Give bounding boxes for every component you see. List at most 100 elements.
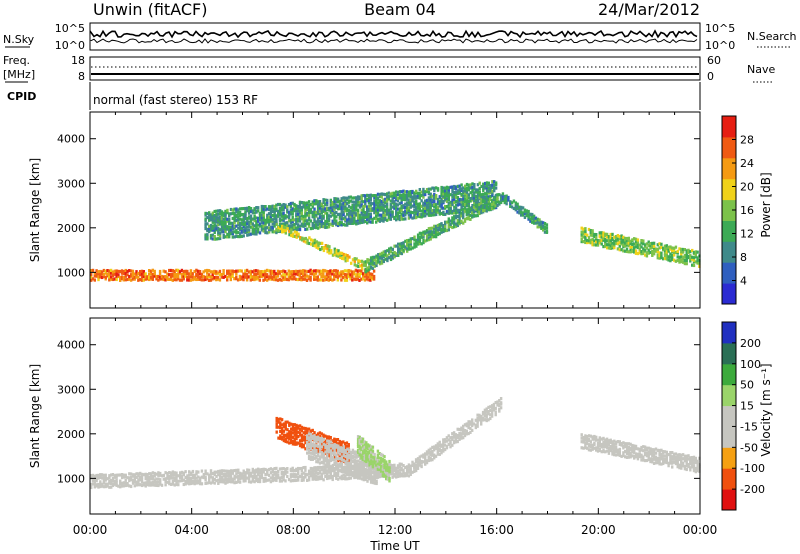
echo-cell (373, 475, 377, 480)
echo-cell (351, 278, 354, 282)
echo-cell (108, 485, 111, 489)
echo-cell (124, 478, 127, 482)
echo-cell (315, 243, 318, 247)
echo-cell (691, 463, 694, 467)
echo-cell (387, 208, 391, 212)
echo-cell (220, 228, 224, 232)
echo-cell (229, 221, 233, 225)
echo-cell (280, 204, 284, 208)
echo-cell (368, 477, 371, 481)
echo-cell (169, 473, 173, 477)
echo-cell (333, 452, 336, 457)
echo-cell (480, 419, 483, 423)
echo-cell (509, 204, 512, 208)
echo-cell (188, 479, 191, 483)
echo-cell (329, 222, 333, 226)
echo-cell (249, 221, 253, 225)
echo-cell (424, 459, 427, 463)
echo-cell (360, 440, 363, 444)
echo-cell (347, 204, 351, 208)
echo-cell (335, 454, 338, 458)
echo-cell (489, 208, 492, 212)
echo-cell (335, 251, 338, 255)
echo-cell (627, 452, 631, 456)
echo-cell (420, 199, 423, 203)
echo-cell (331, 253, 335, 257)
echo-cell (140, 278, 144, 282)
echo-cell (371, 272, 374, 276)
echo-cell (306, 213, 309, 217)
echo-cell (651, 452, 654, 456)
echo-cell (220, 219, 224, 223)
echo-cell (264, 221, 267, 225)
echo-cell (222, 272, 225, 276)
echo-cell (133, 478, 137, 482)
echo-cell (474, 203, 478, 207)
echo-cell (279, 434, 282, 438)
echo-cell (251, 270, 254, 274)
echo-cell (333, 221, 336, 225)
echo-cell (288, 430, 291, 434)
echo-cell (257, 223, 260, 227)
echo-cell (438, 209, 442, 213)
echo-cell (257, 206, 260, 210)
echo-cell (375, 200, 378, 204)
echo-cell (499, 196, 503, 200)
echo-cell (280, 270, 283, 274)
echo-cell (449, 224, 452, 228)
echo-cell (284, 472, 287, 476)
echo-cell (307, 446, 311, 451)
echo-cell (415, 189, 418, 193)
echo-cell (422, 214, 425, 218)
echo-cell (320, 271, 323, 275)
echo-cell (280, 222, 284, 226)
echo-cell (280, 218, 284, 222)
echo-cell (369, 275, 372, 279)
echo-cell (418, 455, 422, 459)
echo-cell (674, 259, 678, 263)
echo-cell (317, 444, 320, 448)
echo-cell (273, 224, 276, 228)
echo-cell (286, 215, 289, 219)
echo-cell (364, 473, 367, 477)
echo-cell (368, 451, 371, 455)
echo-cell (359, 470, 362, 474)
echo-cell (683, 457, 687, 461)
echo-cell (315, 202, 318, 206)
echo-cell (115, 473, 118, 477)
echo-cell (425, 238, 429, 242)
echo-cell (222, 480, 225, 484)
echo-cell (672, 460, 676, 464)
echo-cell (389, 463, 393, 467)
echo-cell (386, 259, 389, 263)
echo-cell (613, 448, 616, 452)
echo-cell (209, 223, 213, 228)
echo-cell (300, 271, 303, 275)
echo-cell (266, 226, 269, 230)
echo-cell (327, 278, 330, 282)
echo-cell (689, 456, 692, 460)
echo-cell (685, 262, 688, 266)
echo-cell (173, 269, 176, 273)
echo-cell (346, 207, 349, 211)
echo-cell (407, 247, 411, 251)
echo-cell (137, 275, 140, 279)
echo-cell (355, 206, 358, 210)
echo-cell (318, 475, 322, 479)
echo-cell (338, 452, 342, 456)
echo-cell (545, 223, 549, 227)
echo-cell (669, 461, 672, 465)
echo-cell (90, 269, 93, 273)
echo-cell (306, 440, 309, 444)
echo-cell (440, 200, 443, 204)
echo-cell (122, 275, 126, 280)
echo-cell (253, 476, 256, 480)
echo-cell (367, 273, 370, 277)
echo-cell (434, 186, 438, 190)
echo-cell (93, 274, 97, 278)
echo-cell (393, 463, 396, 467)
echo-cell (642, 449, 645, 453)
echo-cell (258, 231, 262, 235)
echo-cell (391, 475, 394, 479)
echo-cell (447, 195, 451, 199)
